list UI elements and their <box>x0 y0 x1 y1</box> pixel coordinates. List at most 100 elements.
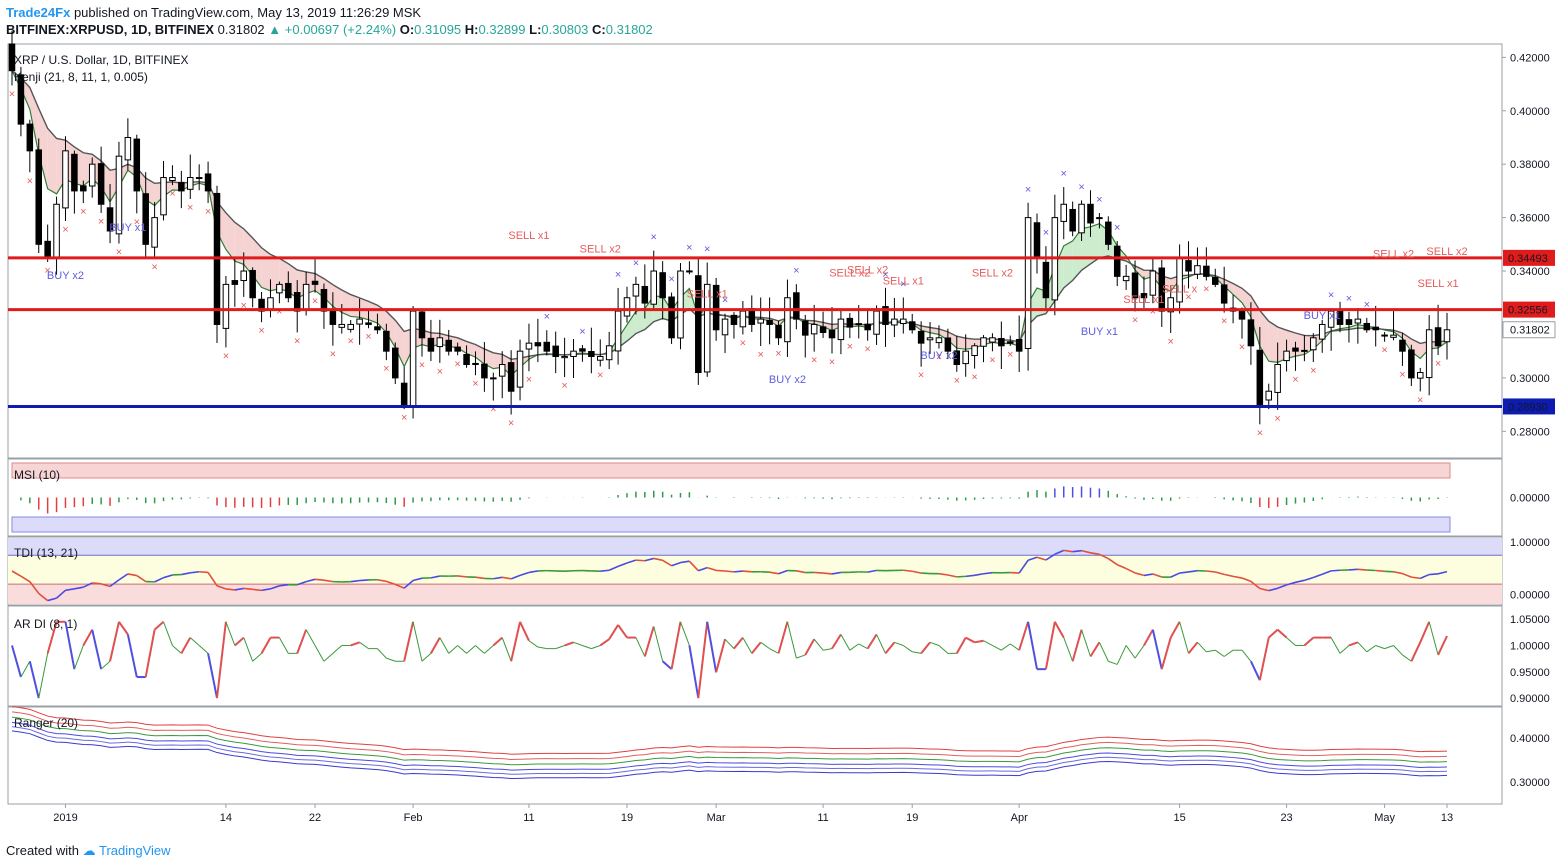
tdi-line-segment <box>430 575 440 579</box>
ardi-line-segment <box>260 637 272 654</box>
candle-body <box>1292 347 1299 352</box>
candle <box>62 136 69 221</box>
tdi-line-segment <box>608 565 619 571</box>
ardi-line-segment <box>1018 621 1030 651</box>
candle-body <box>1078 203 1085 234</box>
ardi-line-segment <box>876 634 886 654</box>
tdi-line-segment <box>377 578 387 583</box>
level-label: 0.34493 <box>1508 253 1548 265</box>
tdi-line-segment <box>207 571 218 587</box>
signal-marker: × <box>1203 283 1209 295</box>
kenji-cloud-segment <box>225 212 235 262</box>
candle <box>1354 307 1362 344</box>
candle <box>1149 258 1157 304</box>
y-tick-label: 0.28000 <box>1510 426 1550 438</box>
ardi-line-segment <box>457 645 467 654</box>
candle <box>472 351 479 376</box>
candle-body <box>1372 326 1379 331</box>
signal-marker: × <box>330 349 336 361</box>
tradingview-brand[interactable]: TradingView <box>99 843 171 858</box>
author-name[interactable]: Trade24Fx <box>6 5 71 20</box>
candle-body <box>222 283 230 329</box>
ardi-line-segment <box>216 621 227 699</box>
signal-marker: × <box>1364 299 1370 311</box>
ardi-line-segment <box>528 640 539 648</box>
tdi-line-segment <box>11 570 22 577</box>
tdi-line-segment <box>118 573 129 581</box>
candle <box>400 367 408 410</box>
candle <box>222 275 230 348</box>
ardi-line-segment <box>11 645 22 678</box>
ardi-line-segment <box>109 621 120 662</box>
candle <box>1194 247 1201 280</box>
candle <box>1416 367 1424 392</box>
candle-body <box>1345 319 1353 325</box>
ardi-line-segment <box>1044 621 1056 670</box>
candle-body <box>739 310 747 328</box>
ardi-line-segment <box>796 654 806 659</box>
ardi-line-segment <box>386 657 396 662</box>
candle <box>1024 202 1032 371</box>
candle-body <box>650 270 658 305</box>
candle-body <box>534 342 542 347</box>
candle <box>320 283 328 329</box>
ardi-line-segment <box>225 621 236 646</box>
signal-marker: × <box>900 278 906 290</box>
candle-body <box>828 329 836 339</box>
tdi-line-segment <box>1036 556 1047 561</box>
tdi-line-segment <box>671 561 681 567</box>
ardi-line-segment <box>591 645 601 650</box>
candle <box>614 287 622 365</box>
tdi-line-segment <box>1331 569 1341 572</box>
tdi-line-segment <box>1277 584 1287 590</box>
candle-body <box>766 319 773 325</box>
signal-marker: × <box>98 216 104 228</box>
candle <box>1390 311 1397 341</box>
candle <box>1301 335 1308 362</box>
ardi-line-segment <box>929 641 940 646</box>
tdi-line-segment <box>199 570 209 574</box>
candle-body <box>1283 350 1290 362</box>
tdi-line-segment <box>29 581 40 594</box>
signal-marker: × <box>508 418 514 430</box>
tdi-line-segment <box>350 579 360 583</box>
ardi-line-segment <box>1089 641 1101 658</box>
candle-body <box>1167 297 1174 313</box>
tdi-line-segment <box>903 569 913 573</box>
candle-body <box>329 308 337 325</box>
x-tick-label: 14 <box>220 812 232 824</box>
candle <box>1015 315 1023 372</box>
candle-body <box>793 292 800 320</box>
tdi-line-segment <box>386 580 396 586</box>
candle <box>989 333 996 352</box>
signal-marker: × <box>365 331 371 343</box>
ardi-line-segment <box>670 621 682 670</box>
signal-marker: × <box>740 337 746 349</box>
ardi-line-segment <box>1250 660 1261 681</box>
candle <box>311 259 319 293</box>
ardi-line-segment <box>1001 643 1011 651</box>
candle <box>1220 266 1228 313</box>
signal-marker: × <box>1346 293 1352 305</box>
ardi-line-segment <box>1143 629 1154 646</box>
ardi-tick: 1.05000 <box>1510 614 1550 626</box>
signal-marker: × <box>1399 369 1405 381</box>
kenji-cloud-segment <box>395 320 405 367</box>
ardi-line-segment <box>1410 641 1422 662</box>
y-tick-label: 0.34000 <box>1510 266 1550 278</box>
ardi-line-segment <box>1009 643 1020 651</box>
candle <box>703 262 711 377</box>
candle-body <box>151 217 158 248</box>
ranger-line <box>11 726 1448 775</box>
signal-marker: × <box>472 378 478 390</box>
ardi-line-segment <box>1393 645 1403 656</box>
candle <box>766 297 773 345</box>
ardi-line-segment <box>153 621 165 631</box>
candle <box>686 261 693 275</box>
kenji-cloud-segment <box>234 222 244 265</box>
ardi-line-segment <box>804 638 816 656</box>
candle-body <box>249 269 256 299</box>
tdi-line-segment <box>216 585 227 590</box>
candle <box>1425 315 1433 396</box>
